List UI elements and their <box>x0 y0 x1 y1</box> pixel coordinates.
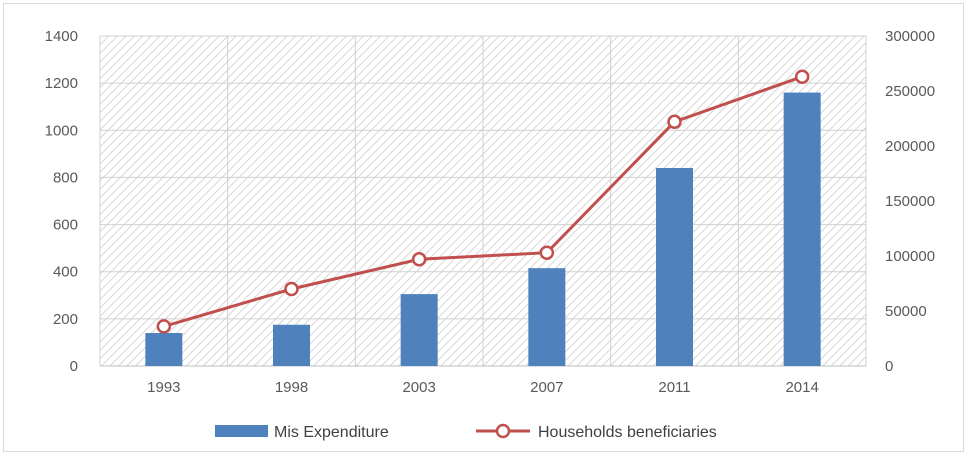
left-tick-label: 800 <box>53 169 78 186</box>
bar-series <box>145 92 821 367</box>
x-tick-label: 1998 <box>275 379 308 396</box>
left-tick-label: 1400 <box>45 28 78 45</box>
left-tick-label: 1200 <box>45 75 78 92</box>
left-tick-label: 600 <box>53 217 78 234</box>
point-2003 <box>411 252 427 267</box>
households-line <box>163 75 803 328</box>
point-2014 <box>794 69 810 84</box>
x-tick-label: 2007 <box>530 379 563 396</box>
point-1993 <box>156 319 172 334</box>
legend: Mis Expenditure Households beneficiaries <box>215 423 717 441</box>
point-2007 <box>539 245 555 260</box>
bar-1998 <box>273 324 310 366</box>
bar-2014 <box>783 92 821 367</box>
bar-2011 <box>656 168 693 366</box>
x-tick-label: 2014 <box>785 379 818 396</box>
left-tick-label: 200 <box>53 311 78 328</box>
x-tick-label: 2003 <box>402 379 435 396</box>
legend-label-households: Households beneficiaries <box>538 424 717 441</box>
right-tick-label: 200000 <box>885 138 935 155</box>
point-1998 <box>284 281 299 297</box>
x-axis: 1993 1998 2003 2007 2011 2014 <box>147 379 819 396</box>
right-tick-label: 100000 <box>885 248 935 265</box>
bar-2003 <box>400 294 438 366</box>
point-2011 <box>667 114 682 130</box>
right-tick-label: 150000 <box>885 193 935 210</box>
right-axis: 0 50000 100000 150000 200000 250000 300000 <box>885 28 935 375</box>
left-tick-label: 400 <box>53 264 78 281</box>
left-tick-label: 0 <box>70 358 78 375</box>
line-series <box>156 69 810 334</box>
left-tick-label: 1000 <box>45 122 78 139</box>
x-tick-label: 1993 <box>147 379 180 396</box>
legend-label-mis-expenditure: Mis Expenditure <box>274 424 389 441</box>
left-axis: 0 200 400 600 800 1000 1200 1400 <box>45 28 78 375</box>
bar-1993 <box>145 333 183 366</box>
bar-2007 <box>528 268 566 366</box>
legend-bar-swatch <box>215 425 268 437</box>
gridlines <box>99 35 867 367</box>
right-tick-label: 300000 <box>885 28 935 45</box>
right-tick-label: 0 <box>885 358 893 375</box>
right-tick-label: 250000 <box>885 83 935 100</box>
right-tick-label: 50000 <box>885 303 927 320</box>
legend-marker <box>495 423 511 439</box>
x-tick-label: 2011 <box>658 379 690 396</box>
